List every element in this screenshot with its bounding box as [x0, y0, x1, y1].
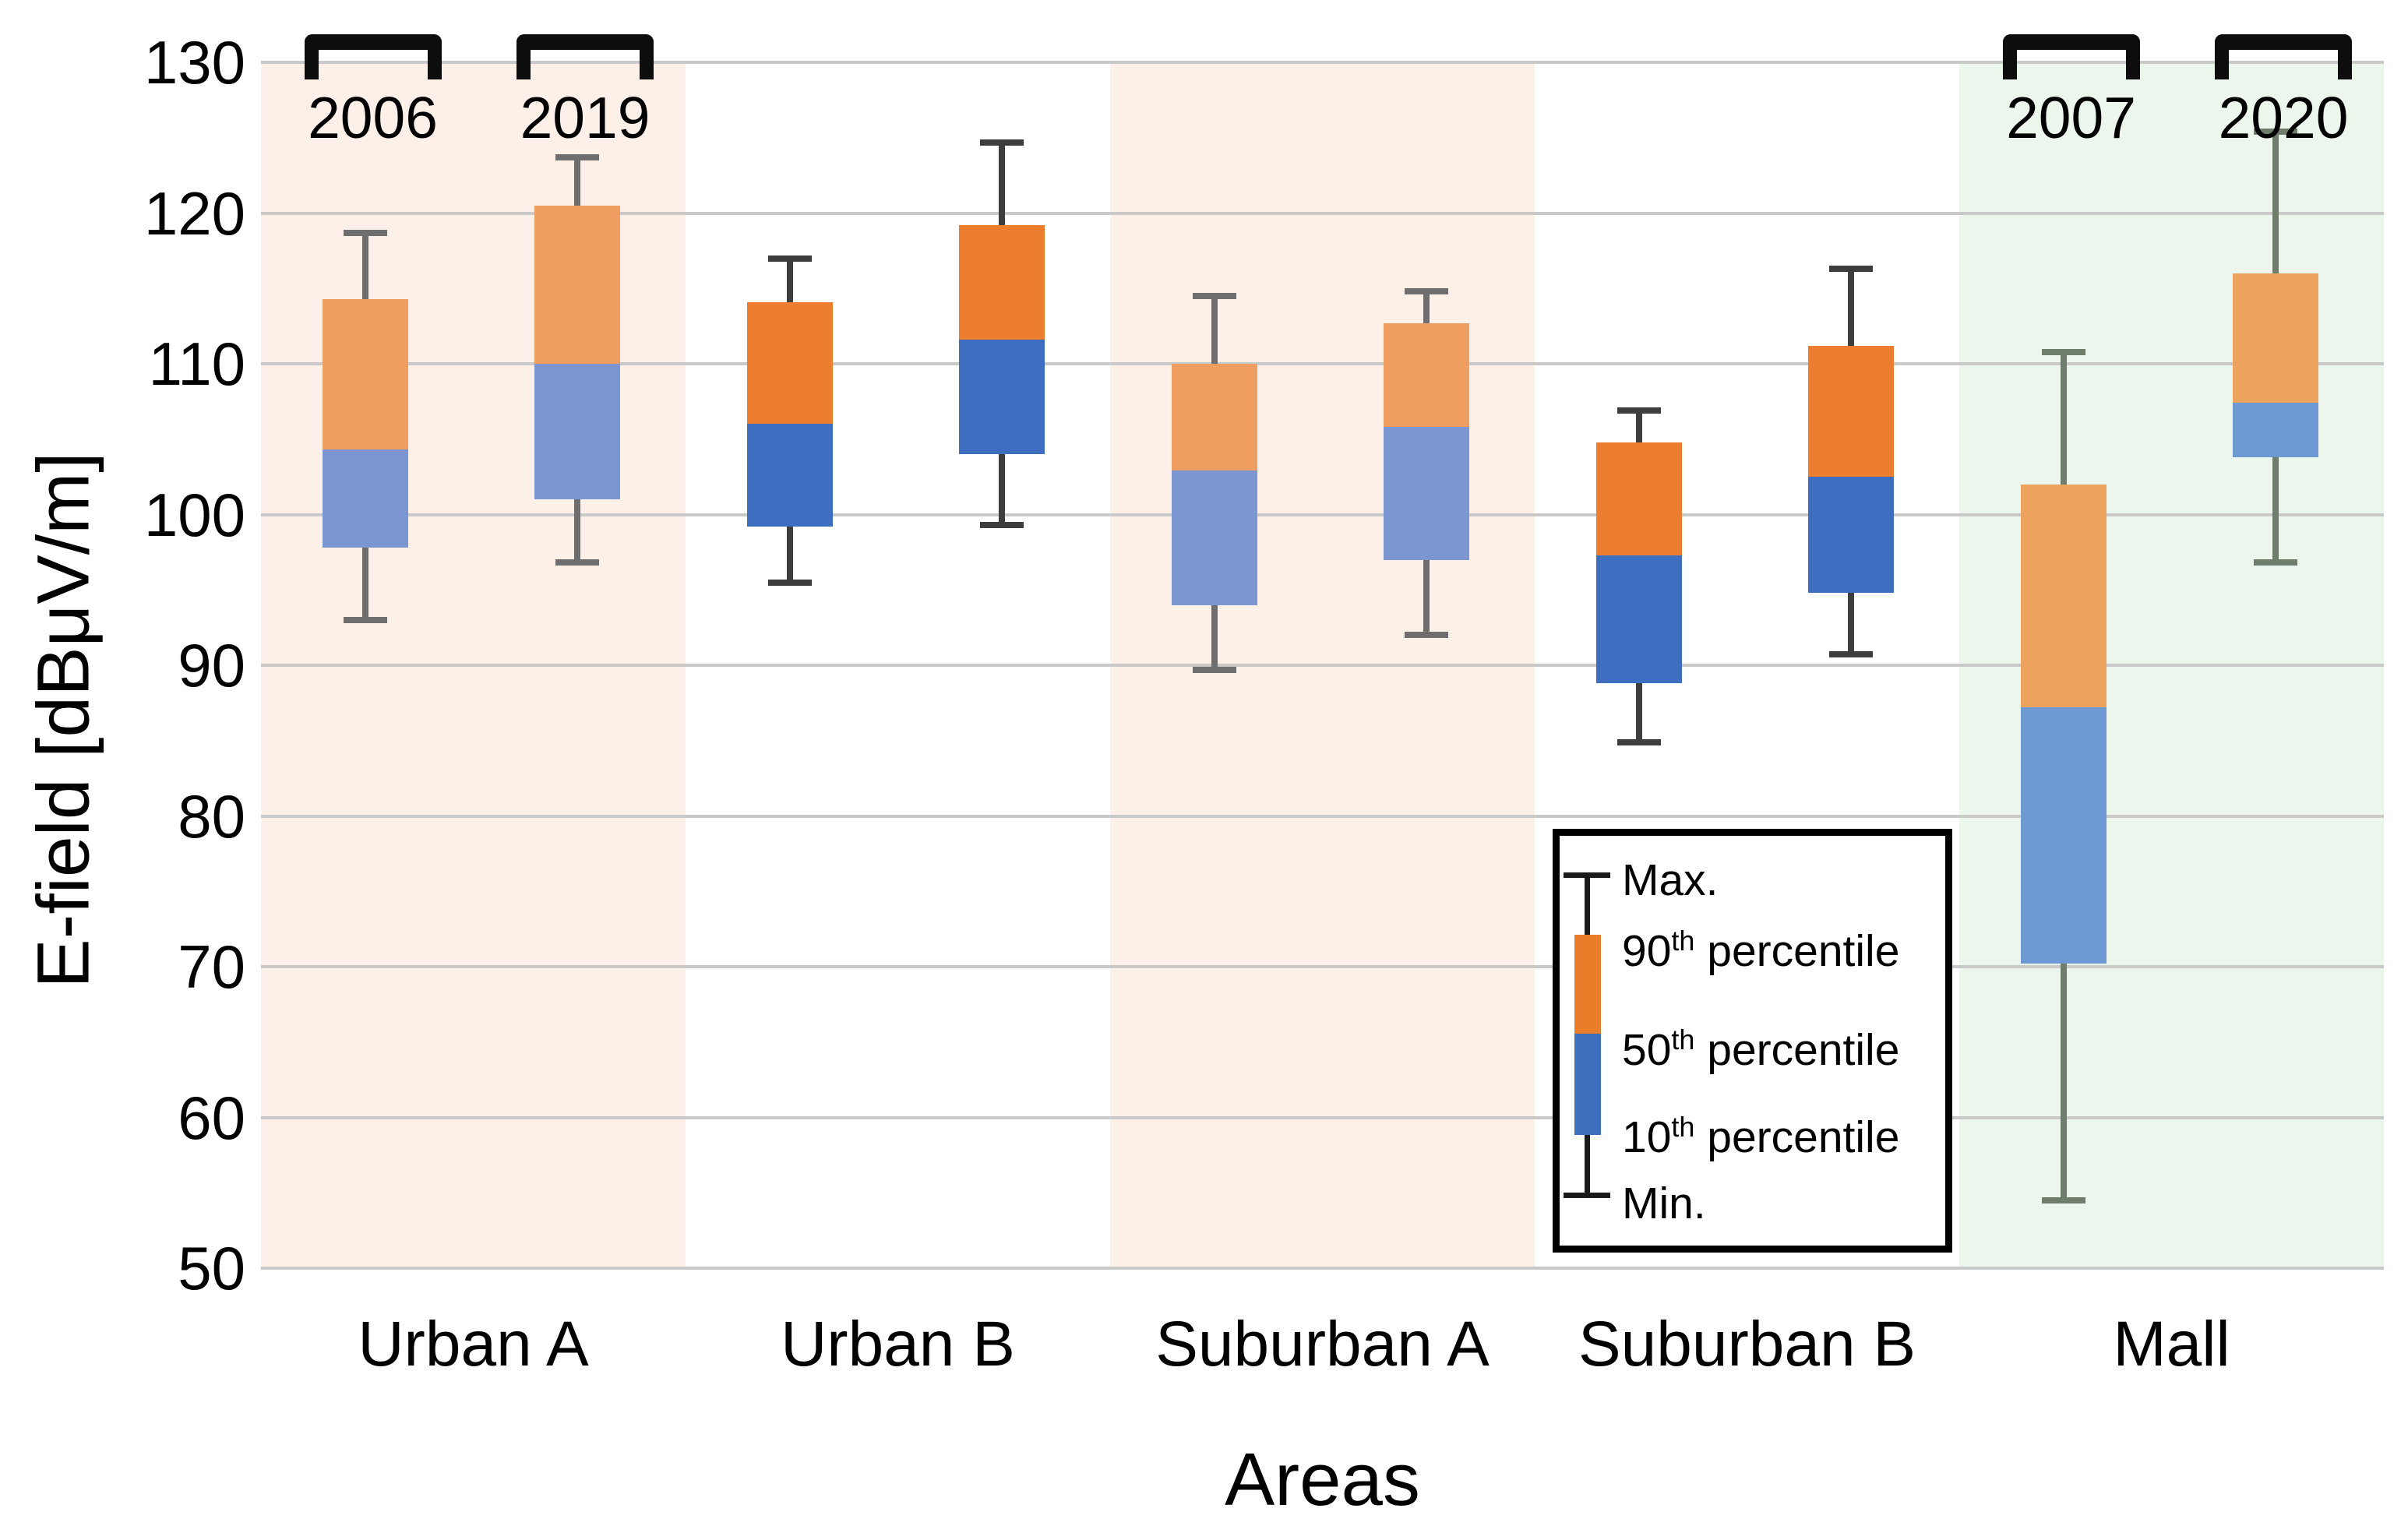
y-tick-label-110: 110 [148, 329, 245, 398]
box-90-50-urban-a-box-1 [322, 298, 408, 450]
box-50-10-urban-b-box-1 [746, 424, 833, 527]
whisker-cap-min-suburban-a-box-1 [1192, 666, 1236, 673]
y-tick-label-100: 100 [143, 480, 245, 549]
year-bracket-2020 [2215, 34, 2353, 79]
box-90-50-urban-b-box-1 [746, 301, 833, 425]
gridline-80 [261, 814, 2384, 818]
year-label-2006: 2006 [308, 85, 438, 150]
whisker-cap-min-urban-b-box-2 [980, 522, 1024, 529]
legend-item-2: 90th percentile [1622, 925, 1900, 976]
gridline-50 [261, 1267, 2384, 1270]
box-50-10-suburban-a-box-1 [1171, 470, 1257, 605]
whisker-cap-max-suburban-b-box-2 [1829, 266, 1874, 273]
year-label-2020: 2020 [2218, 85, 2349, 150]
plot-area [261, 61, 2384, 1270]
x-category-label-mall: Mall [2113, 1309, 2230, 1380]
box-50-10-suburban-a-box-2 [1384, 427, 1470, 560]
whisker-cap-max-urban-a-box-1 [343, 229, 387, 236]
whisker-cap-max-mall-box-1 [2041, 348, 2085, 355]
whisker-cap-max-suburban-a-box-2 [1405, 288, 1449, 295]
whisker-cap-min-urban-b-box-1 [767, 579, 812, 586]
box-50-10-mall-box-1 [2020, 707, 2107, 964]
gridline-70 [261, 965, 2384, 968]
whisker-cap-max-mall-box-2 [2254, 129, 2298, 135]
y-tick-label-80: 80 [178, 781, 245, 851]
gridline-120 [261, 211, 2384, 215]
whisker-cap-max-urban-b-box-1 [767, 255, 812, 262]
whisker-cap-min-suburban-b-box-1 [1616, 738, 1661, 745]
x-category-label-urban-b: Urban B [781, 1309, 1015, 1380]
legend-box [1553, 829, 1952, 1253]
whisker-cap-min-urban-a-box-2 [555, 559, 600, 566]
y-tick-label-120: 120 [143, 178, 245, 248]
box-90-50-mall-box-1 [2020, 484, 2107, 708]
legend-item-3: 50th percentile [1622, 1024, 1900, 1075]
whisker-cap-max-urban-b-box-2 [980, 139, 1024, 146]
box-90-50-suburban-a-box-1 [1171, 364, 1257, 471]
legend-box-50-10 [1574, 1034, 1601, 1135]
year-label-2019: 2019 [520, 85, 650, 150]
legend-item-4: 10th percentile [1622, 1111, 1900, 1162]
whisker-cap-min-mall-box-1 [2041, 1196, 2085, 1203]
whisker-cap-max-suburban-a-box-1 [1192, 292, 1236, 299]
x-category-label-suburban-b: Suburban B [1578, 1309, 1916, 1380]
x-category-label-suburban-a: Suburban A [1155, 1309, 1490, 1380]
year-bracket-2007 [2002, 34, 2140, 79]
box-50-10-suburban-b-box-2 [1808, 477, 1895, 594]
gridline-110 [261, 362, 2384, 365]
box-90-50-suburban-b-box-1 [1595, 442, 1682, 555]
legend-item-1: Max. [1622, 855, 1719, 905]
legend-cap-max [1564, 872, 1610, 878]
year-label-2007: 2007 [2006, 85, 2136, 150]
box-50-10-mall-box-2 [2233, 403, 2319, 457]
box-50-10-urban-b-box-2 [959, 340, 1045, 455]
gridline-100 [261, 513, 2384, 516]
box-50-10-urban-a-box-1 [322, 449, 408, 548]
box-50-10-urban-a-box-2 [534, 364, 621, 500]
whisker-cap-min-suburban-a-box-2 [1405, 632, 1449, 639]
box-90-50-urban-b-box-2 [959, 224, 1045, 340]
year-bracket-2006 [304, 34, 442, 79]
year-bracket-2019 [517, 34, 654, 79]
y-tick-label-130: 130 [143, 28, 245, 97]
box-90-50-mall-box-2 [2233, 273, 2319, 404]
gridline-60 [261, 1115, 2384, 1119]
whisker-cap-min-mall-box-2 [2254, 559, 2298, 566]
y-tick-label-60: 60 [178, 1083, 245, 1152]
box-90-50-urban-a-box-2 [534, 205, 621, 364]
legend-box-90-50 [1574, 935, 1601, 1034]
whisker-cap-min-suburban-b-box-2 [1829, 651, 1874, 658]
box-90-50-suburban-b-box-2 [1808, 345, 1895, 478]
legend-cap-min [1564, 1193, 1610, 1198]
gridline-90 [261, 664, 2384, 667]
whisker-cap-max-urban-a-box-2 [555, 153, 600, 160]
y-tick-label-50: 50 [178, 1234, 245, 1302]
x-axis-title: Areas [1225, 1438, 1420, 1521]
x-category-label-urban-a: Urban A [358, 1309, 589, 1380]
box-50-10-suburban-b-box-1 [1595, 555, 1682, 684]
whisker-cap-min-urban-a-box-1 [343, 616, 387, 623]
y-tick-label-70: 70 [178, 932, 245, 1001]
y-tick-label-90: 90 [178, 631, 245, 700]
legend-item-5: Min. [1622, 1179, 1706, 1228]
gridline-130 [261, 61, 2384, 64]
box-90-50-suburban-a-box-2 [1384, 322, 1470, 428]
whisker-cap-max-suburban-b-box-1 [1616, 407, 1661, 414]
